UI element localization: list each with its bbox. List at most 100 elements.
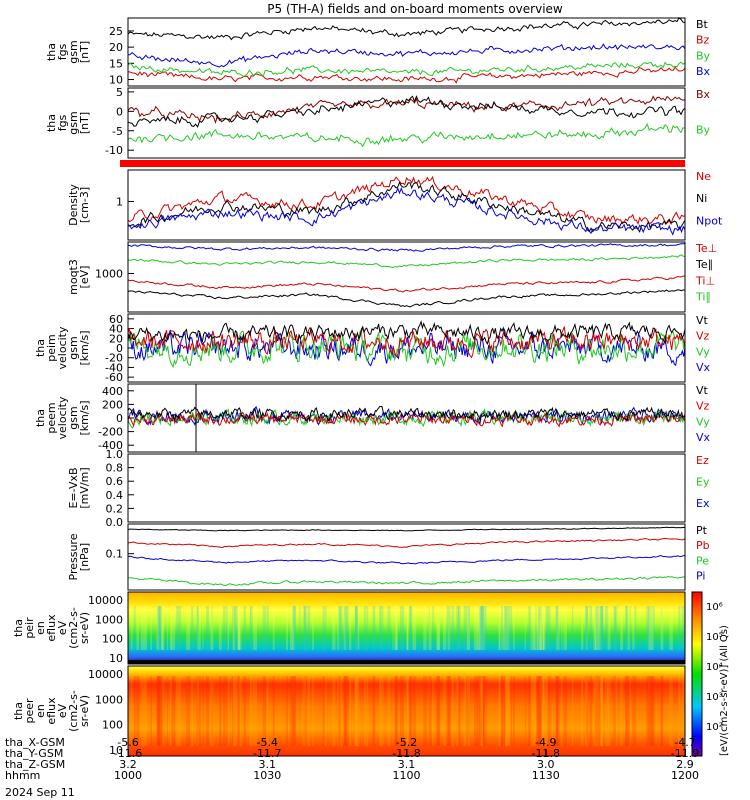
- ion-spectrogram-stripe: [457, 606, 460, 650]
- ion-spectrogram-stripe: [545, 606, 549, 650]
- electron-spectrogram-stripe: [600, 676, 603, 746]
- ion-spectrogram-stripe: [556, 606, 559, 650]
- ion-spectrogram-stripe: [510, 606, 513, 650]
- electron-spectrogram-stripe: [476, 676, 481, 746]
- panel-1-ytick: 15: [109, 57, 123, 70]
- legend-pt: Pt: [696, 524, 708, 537]
- series-ne: [127, 175, 686, 226]
- footer-value: -5.4: [257, 736, 278, 749]
- ion-spectrogram-stripe: [447, 606, 451, 650]
- panel-1-ytick: 20: [109, 41, 123, 54]
- quality-flag-bar: [120, 160, 685, 167]
- panel-5-ytick: -60: [105, 371, 123, 384]
- ion-spectrogram-stripe: [607, 606, 611, 650]
- ion-spectrogram-stripe: [354, 606, 357, 650]
- ion-spectrogram-stripe: [466, 606, 471, 650]
- ion-spectrogram-stripe: [286, 606, 289, 650]
- panel-7-ylabel: [mV/m]: [78, 467, 91, 508]
- electron-spectrogram-stripe: [481, 676, 485, 746]
- ion-spectrogram-stripe: [206, 606, 210, 650]
- ion-spectrogram-stripe: [595, 606, 598, 650]
- ion-spectrogram-stripe: [292, 606, 296, 650]
- panel-7-frame: [127, 453, 686, 523]
- electron-spectrogram-stripe: [196, 676, 198, 746]
- legend-npot: Npot: [696, 214, 723, 227]
- electron-spectrogram-stripe: [379, 676, 384, 746]
- series-vy-e: [127, 408, 686, 429]
- legend-vz: Vz: [696, 400, 710, 413]
- colorbar-tick: 10³: [706, 692, 723, 703]
- panel-1-ytick: 25: [109, 25, 123, 38]
- electron-spectrogram-stripe: [607, 676, 611, 746]
- panel-3-frame: [127, 169, 686, 241]
- electron-spectrogram-stripe: [292, 676, 295, 746]
- electron-spectrogram-stripe: [226, 676, 228, 746]
- electron-spectrogram-stripe: [249, 676, 251, 746]
- ion-spectrogram-stripe: [468, 606, 471, 650]
- ion-spectrogram-stripe: [600, 606, 603, 650]
- footer-value: 3.0: [537, 758, 555, 771]
- ion-spectrogram-stripe: [437, 606, 440, 650]
- ion-spectrogram-stripe: [499, 606, 501, 650]
- electron-spectrogram-stripe: [478, 676, 482, 746]
- electron-spectrogram-stripe: [354, 676, 357, 746]
- electron-spectrogram-stripe: [540, 676, 542, 746]
- electron-spectrogram-stripe: [292, 676, 296, 746]
- legend-vx: Vx: [696, 361, 711, 374]
- ion-spectrogram-stripe: [349, 606, 352, 650]
- ion-spectrogram-stripe: [443, 606, 447, 650]
- panel-9-ytick: 100: [102, 633, 123, 646]
- electron-spectrogram-stripe: [253, 676, 257, 746]
- ion-spectrogram-stripe: [227, 606, 230, 650]
- ion-spectrogram-stripe: [540, 606, 544, 650]
- legend-vz: Vz: [696, 330, 710, 343]
- ion-spectrogram-stripe: [355, 606, 359, 650]
- panel-7-ytick: 0.4: [106, 489, 124, 502]
- panel-9-ylabel: peir: [23, 617, 36, 639]
- ion-spectrogram-stripe: [555, 606, 558, 650]
- footer-value: 1000: [114, 769, 142, 782]
- ion-spectrogram-stripe: [161, 606, 164, 650]
- ion-spectrogram-stripe: [392, 606, 394, 650]
- electron-spectrogram-stripe: [593, 676, 596, 746]
- ion-spectrogram-stripe: [505, 606, 510, 650]
- electron-spectrogram-stripe: [292, 676, 294, 746]
- panel-10-ytick: 10: [109, 744, 123, 757]
- series-pe: [127, 575, 686, 587]
- series-te-par: [127, 289, 686, 308]
- electron-spectrogram-stripe: [372, 676, 375, 746]
- electron-spectrogram-stripe: [466, 676, 471, 746]
- electron-spectrogram-stripe: [343, 676, 346, 746]
- legend-bx: Bx: [696, 88, 711, 101]
- ion-spectrogram-stripe: [158, 606, 162, 650]
- electron-spectrogram-stripe: [231, 676, 236, 746]
- footer-value: -11.8: [392, 747, 420, 760]
- electron-spectrogram-stripe: [171, 676, 176, 746]
- ion-spectrogram-stripe: [563, 606, 567, 650]
- ion-spectrogram-stripe: [179, 606, 182, 650]
- electron-spectrogram-stripe: [196, 676, 200, 746]
- panel-4-frame: [127, 241, 686, 313]
- electron-spectrogram-stripe: [594, 676, 599, 746]
- electron-spectrogram-stripe: [473, 676, 478, 746]
- ion-spectrogram-stripe: [406, 606, 409, 650]
- ion-spectrogram-stripe: [649, 606, 654, 650]
- series-ti-perp: [127, 275, 686, 293]
- panel-6-ytick: 200: [102, 398, 123, 411]
- electron-spectrogram-stripe: [466, 676, 471, 746]
- legend-vt: Vt: [696, 384, 709, 397]
- ion-spectrogram-stripe: [478, 606, 482, 650]
- ion-spectrogram-stripe: [233, 606, 238, 650]
- ion-spectrogram-stripe: [498, 606, 500, 650]
- legend-pb: Pb: [696, 539, 710, 552]
- electron-spectrogram-stripe: [266, 676, 269, 746]
- legend-bt: Bt: [696, 18, 709, 31]
- ion-spectrogram-stripe: [620, 606, 624, 650]
- ion-spectrogram-stripe: [535, 606, 537, 650]
- electron-spectrogram-stripe: [614, 676, 618, 746]
- ion-spectrogram-stripe: [436, 606, 441, 650]
- ion-spectrogram-stripe: [651, 606, 655, 650]
- panel-9-ytick: 10: [109, 652, 123, 665]
- electron-spectrogram-stripe: [338, 676, 341, 746]
